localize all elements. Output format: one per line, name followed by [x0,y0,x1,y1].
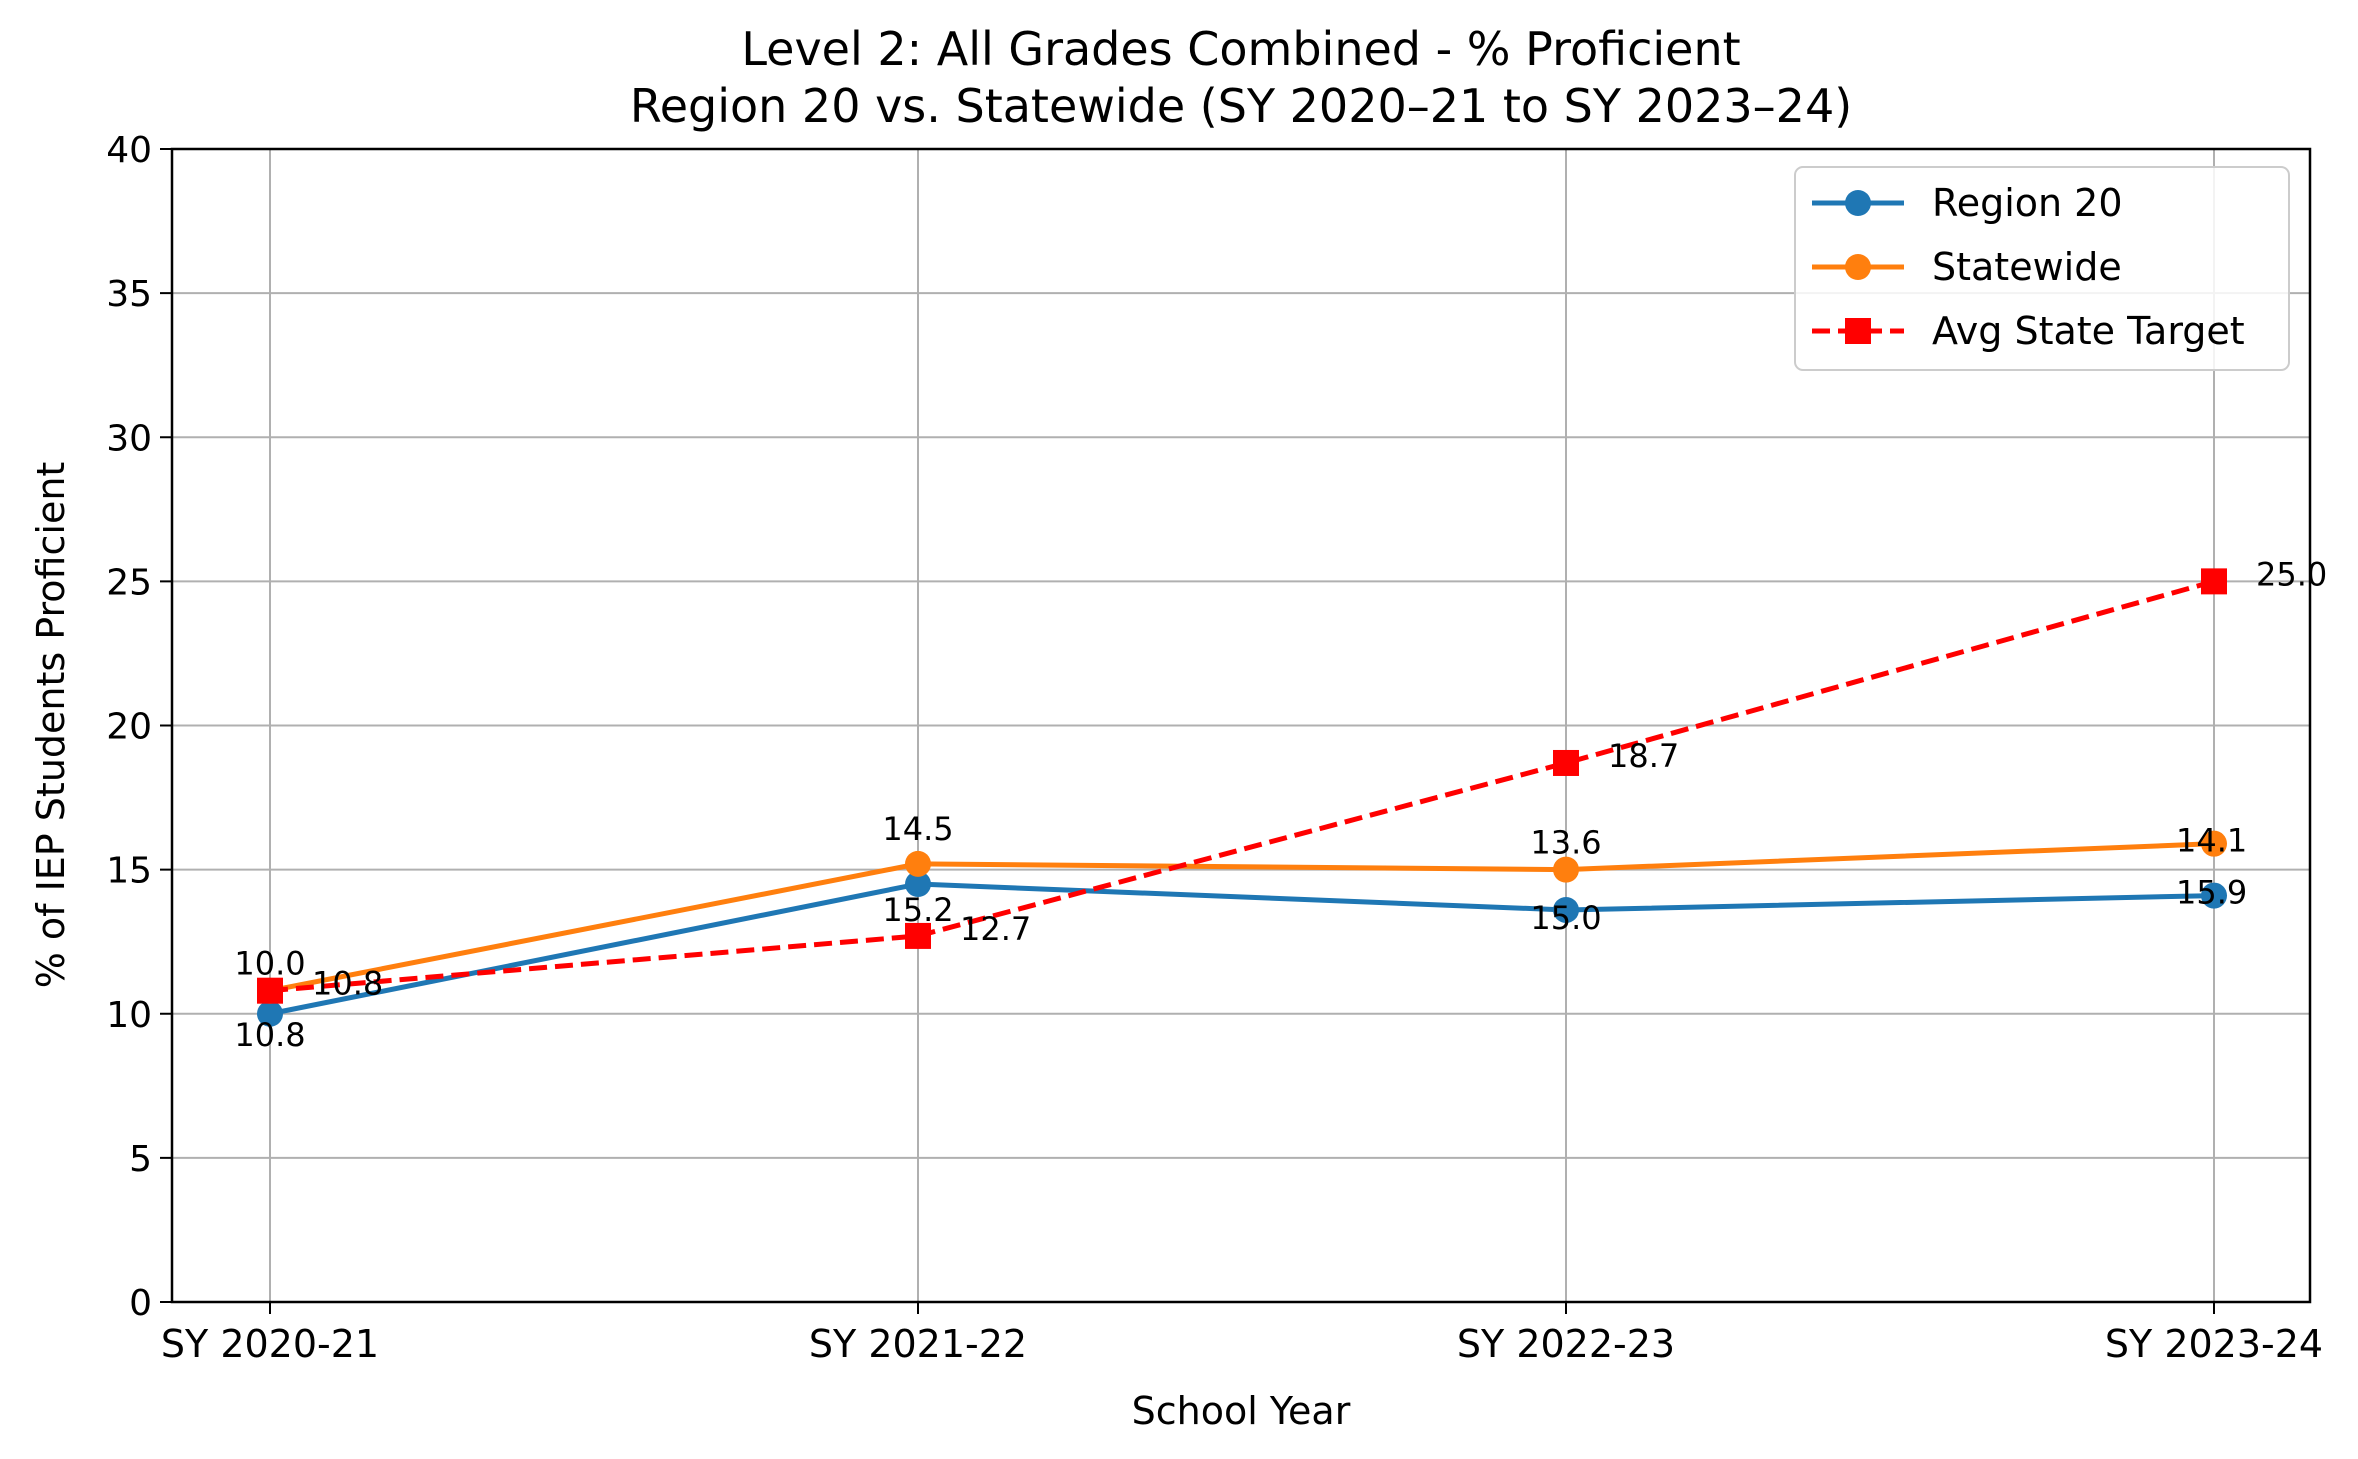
y-axis-label: % of IEP Students Proficient [29,462,73,989]
x-tick-label: SY 2020-21 [161,1322,379,1366]
statewide-data-label: 14.5 [882,810,953,848]
region-20-point [2201,882,2227,909]
statewide-data-label: 14.1 [2176,822,2247,860]
legend-region-20-marker [1845,190,1871,216]
x-axis-label: School Year [1132,1389,1351,1433]
avg-state-target-data-label: 18.7 [1608,737,1679,775]
y-tick-label: 15 [106,851,152,892]
y-axis-ticks: 0 5 10 15 20 25 30 35 40 [106,130,172,1324]
legend-region-20-label: Region 20 [1932,181,2123,225]
avg-state-target-data-label: 12.7 [960,910,1031,948]
series-markers [257,568,2227,1027]
y-tick-label: 25 [106,562,152,603]
y-tick-label: 10 [106,995,152,1036]
region-20-point [1553,896,1579,923]
avg-state-target-point [2201,568,2227,595]
y-tick-label: 20 [106,707,152,748]
avg-state-target-point [1553,749,1579,776]
legend-statewide-label: Statewide [1932,245,2122,289]
region-20-data-label: 10.8 [234,1016,305,1054]
region-20-data-label: 15.0 [1530,899,1601,937]
x-tick-label: SY 2021-22 [809,1322,1027,1366]
y-tick-label: 35 [106,274,152,315]
region-20-data-label: 15.2 [882,891,953,929]
y-tick-label: 30 [106,418,152,459]
avg-state-target-data-label: 10.8 [312,965,383,1003]
statewide-line [269,841,2215,994]
x-tick-label: SY 2023-24 [2105,1322,2323,1366]
region-20-data-label: 15.9 [2176,874,2247,912]
y-tick-label: 40 [106,130,152,171]
statewide-point [905,850,931,877]
avg-state-target-line [269,578,2215,994]
y-tick-label: 0 [129,1283,152,1324]
series-lines [269,578,2215,1017]
region-20-point [257,1000,283,1027]
x-axis-ticks: SY 2020-21 SY 2021-22 SY 2022-23 SY 2023-24 [161,1302,2323,1366]
legend-avg-state-target-marker [1845,318,1871,344]
statewide-data-label: 10.0 [234,945,305,983]
avg-state-target-data-label: 25.0 [2256,555,2327,593]
avg-state-target-point [257,977,283,1004]
avg-state-target-point [905,922,931,949]
legend-box [1794,166,2290,371]
x-tick-label: SY 2022-23 [1457,1322,1675,1366]
chart-subtitle: Region 20 vs. Statewide (SY 2020–21 to S… [630,79,1852,133]
statewide-point [1553,856,1579,883]
legend-statewide-marker [1845,254,1871,280]
legend-avg-state-target-label: Avg State Target [1932,309,2245,353]
statewide-point [2201,830,2227,857]
region-20-line [269,881,2215,1017]
data-labels: 10.8 15.2 15.0 15.9 10.0 14.5 13.6 14.1 10.8 12.7… [234,555,2327,1053]
legend: Region 20 Statewide Avg State Target [1794,166,2290,371]
region-20-point [905,871,931,898]
y-tick-label: 5 [129,1139,152,1180]
chart-title: Level 2: All Grades Combined - % Profici… [741,22,1740,76]
statewide-data-label: 13.6 [1530,824,1601,862]
